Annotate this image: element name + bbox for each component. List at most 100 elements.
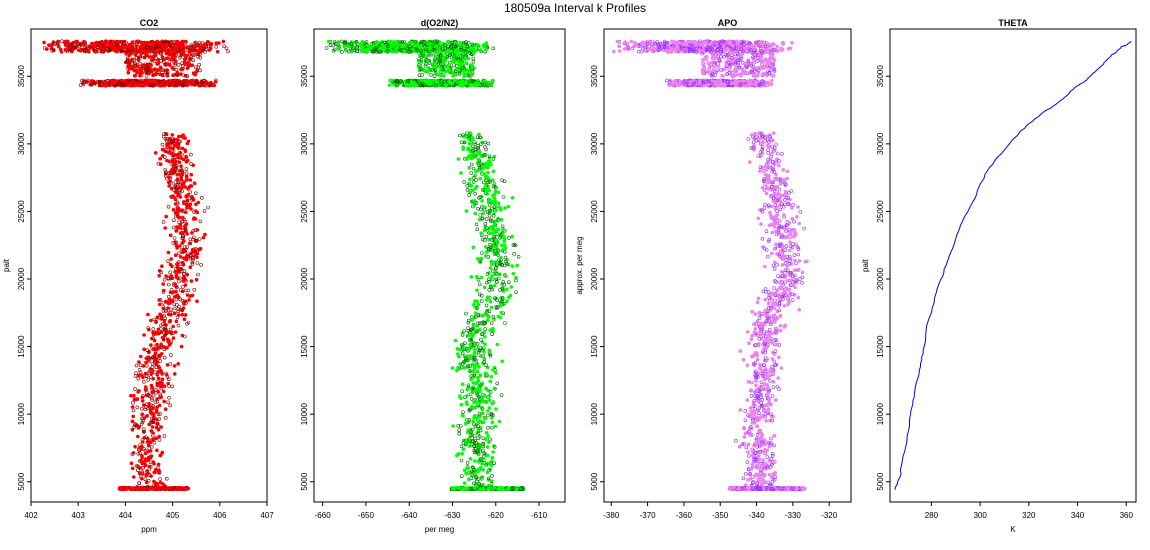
data-point — [59, 50, 64, 54]
data-point — [484, 42, 489, 46]
data-point — [491, 213, 496, 218]
data-point — [490, 420, 495, 425]
data-point — [131, 486, 136, 490]
x-tick-label: -360 — [676, 511, 693, 520]
data-point — [130, 58, 134, 63]
data-point — [144, 435, 148, 440]
data-point — [459, 444, 464, 449]
data-point — [502, 282, 507, 287]
data-point — [185, 245, 189, 249]
y-tick-label: 20000 — [17, 267, 26, 290]
data-point — [423, 64, 428, 68]
data-point — [174, 275, 179, 280]
y-tick-label: 30000 — [300, 132, 309, 155]
data-point — [494, 280, 499, 284]
data-point — [374, 40, 379, 45]
data-point — [490, 332, 494, 337]
data-point — [343, 40, 348, 45]
data-point — [129, 461, 134, 466]
data-point — [112, 40, 117, 45]
data-point — [138, 54, 143, 59]
data-point — [164, 51, 169, 55]
data-point — [471, 188, 475, 193]
data-point — [184, 195, 188, 199]
data-point — [139, 458, 143, 463]
data-point — [478, 487, 483, 491]
data-point — [177, 226, 182, 230]
data-point — [146, 312, 150, 317]
data-point — [488, 245, 493, 249]
data-point — [143, 46, 147, 51]
data-point — [165, 158, 169, 163]
data-point — [474, 222, 479, 227]
data-point — [511, 243, 516, 247]
data-point — [140, 82, 144, 86]
data-point — [407, 50, 412, 54]
data-point — [185, 232, 189, 236]
data-point — [130, 50, 134, 54]
data-point — [434, 50, 439, 54]
data-point — [132, 73, 137, 78]
data-point — [178, 254, 183, 259]
data-point — [166, 250, 171, 255]
data-point — [138, 61, 142, 66]
data-point — [499, 310, 504, 315]
data-point — [167, 282, 171, 287]
data-point — [63, 39, 68, 44]
data-point — [191, 258, 195, 262]
data-point — [182, 49, 186, 54]
data-point — [477, 132, 481, 137]
data-point — [460, 57, 465, 62]
data-point — [483, 221, 488, 226]
data-point — [481, 456, 486, 461]
data-point — [393, 40, 398, 44]
data-point — [491, 314, 496, 319]
data-point — [154, 319, 158, 324]
data-point — [458, 347, 462, 352]
data-point — [169, 140, 174, 144]
data-point — [514, 278, 518, 283]
data-point — [150, 425, 155, 429]
data-point — [186, 252, 190, 257]
data-point — [170, 66, 174, 70]
data-point — [169, 186, 174, 191]
data-point — [452, 485, 457, 490]
data-point — [457, 431, 462, 436]
data-point — [493, 371, 498, 375]
data-point — [127, 53, 132, 58]
data-point — [187, 298, 191, 302]
data-point — [152, 440, 157, 445]
data-point — [477, 420, 481, 425]
data-point — [168, 270, 172, 275]
data-point — [473, 299, 478, 304]
data-point — [483, 416, 488, 421]
data-point — [492, 202, 497, 207]
data-point — [457, 485, 461, 490]
data-point — [471, 323, 476, 328]
data-point — [217, 41, 221, 45]
data-point — [157, 273, 161, 278]
data-point — [149, 371, 154, 376]
data-point — [467, 477, 471, 482]
data-point — [183, 487, 188, 491]
data-point — [472, 448, 477, 453]
data-point — [186, 62, 191, 66]
data-point — [478, 428, 483, 433]
data-point — [479, 275, 484, 280]
data-point — [160, 55, 165, 59]
data-point — [99, 79, 103, 84]
data-point — [467, 436, 472, 441]
data-point — [145, 480, 149, 485]
data-point — [359, 41, 364, 46]
data-point — [138, 363, 143, 368]
data-point — [162, 399, 166, 404]
data-point — [475, 306, 479, 311]
data-point — [483, 164, 487, 169]
data-point — [137, 389, 141, 393]
data-point — [475, 362, 480, 366]
data-point — [158, 312, 162, 317]
data-point — [346, 49, 351, 54]
data-point — [483, 393, 487, 398]
data-point — [182, 317, 187, 322]
data-point — [158, 156, 162, 161]
